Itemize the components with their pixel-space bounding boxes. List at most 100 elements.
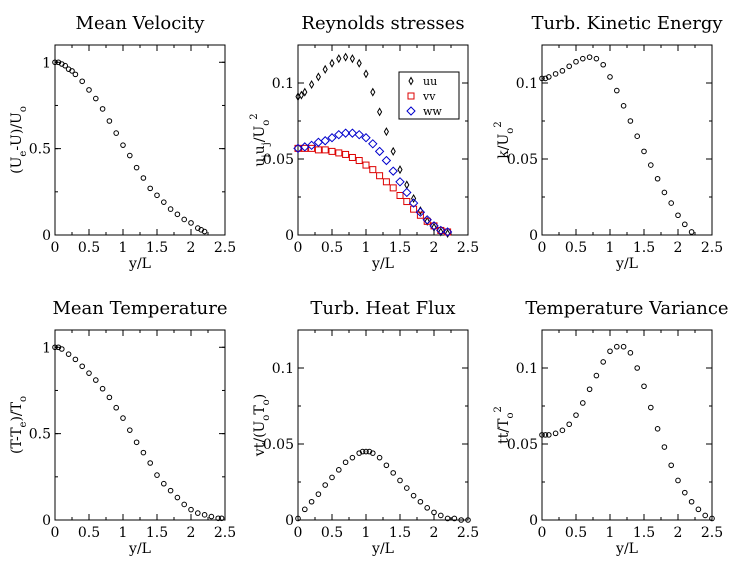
x-tick-label: 1.5 bbox=[146, 525, 168, 541]
data-point bbox=[552, 430, 559, 437]
x-tick-label: 1 bbox=[119, 525, 128, 541]
data-point bbox=[437, 226, 445, 234]
y-axis-label: tt/To2 bbox=[493, 406, 516, 444]
legend-label: uu bbox=[423, 75, 437, 88]
data-point bbox=[93, 377, 99, 383]
data-point bbox=[654, 175, 661, 182]
data-point bbox=[559, 427, 566, 434]
x-tick-label: 0.5 bbox=[78, 525, 100, 541]
data-point bbox=[127, 427, 133, 433]
data-point bbox=[634, 365, 641, 371]
data-point bbox=[336, 54, 342, 64]
y-axis-label-part: j bbox=[261, 142, 272, 146]
data-point bbox=[410, 492, 417, 499]
data-point bbox=[195, 510, 201, 516]
data-point bbox=[174, 211, 181, 218]
data-point bbox=[403, 198, 411, 206]
data-point bbox=[695, 506, 702, 513]
data-point bbox=[154, 472, 160, 478]
data-point bbox=[614, 343, 620, 350]
data-point bbox=[395, 177, 405, 187]
series-ww bbox=[293, 128, 453, 237]
x-tick-label: 0 bbox=[538, 525, 547, 541]
data-point bbox=[347, 128, 358, 138]
x-tick-label: 0 bbox=[294, 240, 303, 256]
data-point bbox=[600, 61, 607, 68]
data-point bbox=[397, 477, 403, 484]
y-tick-label: 0.05 bbox=[263, 152, 294, 168]
x-axis-label: y/L bbox=[371, 256, 394, 272]
y-axis-label-part: vt/(U bbox=[252, 420, 268, 457]
x-tick-label: 2 bbox=[674, 240, 683, 256]
data-point bbox=[93, 95, 99, 102]
data-point bbox=[315, 72, 321, 82]
data-point bbox=[388, 166, 398, 176]
y-tick-label: 0 bbox=[42, 513, 51, 529]
x-tick-label: 0.5 bbox=[78, 240, 100, 256]
data-point bbox=[188, 506, 194, 513]
data-point bbox=[586, 386, 593, 393]
data-point bbox=[539, 75, 545, 82]
series-0 bbox=[52, 59, 208, 235]
y-axis-label-part: tt/T bbox=[496, 418, 512, 444]
series-0 bbox=[539, 54, 695, 235]
legend-label: vv bbox=[422, 90, 436, 103]
data-point bbox=[593, 372, 600, 379]
y-tick-label: 0.05 bbox=[263, 437, 294, 453]
data-point bbox=[208, 513, 215, 520]
data-point bbox=[140, 449, 147, 456]
data-point bbox=[377, 107, 383, 117]
data-point bbox=[402, 187, 412, 198]
data-point bbox=[62, 62, 68, 69]
data-point bbox=[620, 103, 627, 109]
data-point bbox=[546, 74, 552, 80]
data-point bbox=[641, 383, 647, 390]
data-point bbox=[648, 162, 654, 168]
x-axis-label: y/L bbox=[371, 541, 394, 557]
data-point bbox=[140, 175, 147, 181]
legend-box bbox=[398, 71, 460, 120]
y-axis-label-part: e bbox=[18, 151, 29, 157]
y-tick-label: 0 bbox=[285, 228, 294, 244]
data-point bbox=[181, 501, 187, 508]
x-tick-label: 1.5 bbox=[633, 240, 655, 256]
data-point bbox=[106, 394, 113, 401]
data-point bbox=[559, 68, 566, 74]
data-point bbox=[661, 444, 668, 450]
data-point bbox=[294, 144, 302, 152]
legend-marker bbox=[408, 76, 414, 86]
data-point bbox=[709, 515, 715, 522]
legend-marker bbox=[406, 106, 416, 116]
data-point bbox=[154, 192, 160, 199]
y-axis-label-part: )/T bbox=[9, 401, 25, 421]
data-point bbox=[127, 152, 133, 159]
data-point bbox=[627, 118, 634, 124]
data-point bbox=[308, 144, 316, 152]
data-point bbox=[370, 87, 376, 97]
data-point bbox=[614, 87, 620, 94]
x-tick-label: 1 bbox=[606, 240, 615, 256]
data-point bbox=[181, 216, 187, 223]
y-tick-label: 0.1 bbox=[272, 76, 294, 92]
data-point bbox=[361, 133, 371, 143]
data-point bbox=[147, 460, 153, 466]
data-point bbox=[65, 351, 72, 357]
data-point bbox=[600, 359, 607, 365]
data-point bbox=[675, 212, 681, 219]
data-point bbox=[336, 467, 342, 473]
x-tick-label: 1.5 bbox=[633, 525, 655, 541]
plot-frame bbox=[541, 44, 713, 236]
data-point bbox=[309, 80, 315, 90]
x-tick-label: 2.5 bbox=[214, 240, 236, 256]
x-tick-label: 2.5 bbox=[701, 240, 723, 256]
data-point bbox=[298, 90, 304, 100]
y-tick-label: 0.1 bbox=[516, 76, 538, 92]
data-point bbox=[641, 148, 647, 155]
data-point bbox=[374, 146, 385, 157]
data-point bbox=[682, 489, 688, 496]
y-axis-label-part: 2 bbox=[249, 113, 260, 119]
data-point bbox=[147, 185, 153, 192]
data-point bbox=[668, 462, 675, 469]
data-point bbox=[321, 146, 329, 154]
